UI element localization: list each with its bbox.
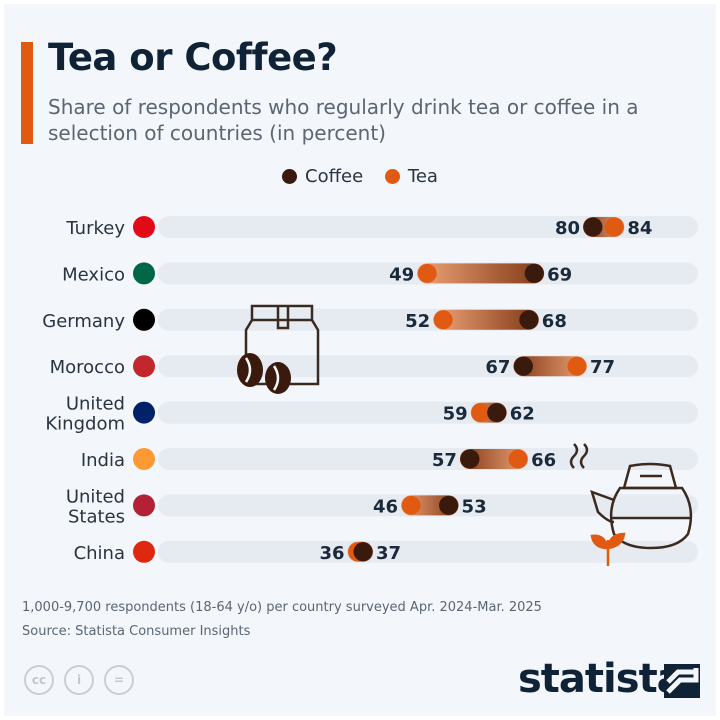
coffee-point: [583, 217, 603, 237]
value-label: 80: [555, 218, 580, 239]
statista-logo[interactable]: statista: [518, 656, 684, 702]
row-track: [158, 401, 698, 424]
range-bar: [433, 309, 539, 330]
row-track: [158, 308, 698, 331]
value-label: 53: [462, 496, 487, 517]
coffee-point: [519, 310, 539, 330]
value-label: 37: [376, 543, 401, 564]
tea-point: [604, 217, 624, 237]
range-bar: [513, 356, 587, 377]
range-bar: [417, 263, 545, 284]
value-label: 62: [510, 404, 535, 425]
coffee-point: [513, 356, 533, 376]
no-derivatives-icon[interactable]: =: [104, 665, 134, 695]
category-label: United: [66, 486, 125, 507]
value-label: 69: [547, 264, 572, 285]
legend: Coffee Tea: [0, 166, 720, 189]
coffee-point: [439, 495, 459, 515]
tea-point: [567, 356, 587, 376]
kettle-icon: [569, 443, 693, 566]
category-label: States: [68, 506, 125, 527]
tea-point: [471, 403, 491, 423]
row-track: [158, 540, 698, 563]
legend-label: Tea: [407, 166, 438, 187]
tea-point: [417, 263, 437, 283]
category-label: Morocco: [50, 357, 125, 378]
tea-dot-icon: [384, 169, 400, 184]
value-label: 84: [627, 218, 652, 239]
category-label: Turkey: [65, 218, 125, 239]
legend-tea: Tea: [384, 166, 438, 187]
row-track: [158, 216, 698, 238]
row-track: [158, 448, 698, 470]
chart-subtitle: Share of respondents who regularly drink…: [48, 95, 639, 145]
source-note: Source: Statista Consumer Insights: [22, 624, 251, 639]
statista-logo-mark: [664, 664, 700, 698]
value-label: 52: [405, 311, 430, 332]
value-label: 59: [443, 404, 468, 425]
value-label: 66: [531, 450, 556, 471]
coffee-dot-icon: [282, 169, 298, 184]
value-label: 57: [432, 450, 457, 471]
coffee-point: [460, 449, 480, 469]
coffee-point: [487, 403, 507, 423]
category-label: India: [81, 450, 125, 471]
tea-point: [433, 310, 453, 330]
accent-bar: [21, 42, 33, 144]
value-label: 46: [373, 496, 398, 517]
legend-coffee: Coffee: [282, 166, 363, 187]
legend-label: Coffee: [305, 166, 364, 187]
tea-point: [508, 449, 528, 469]
chart-title: Tea or Coffee?: [48, 36, 338, 79]
value-label: 68: [542, 311, 567, 332]
value-label: 49: [389, 264, 414, 285]
cc-icon[interactable]: cc: [24, 665, 54, 695]
value-label: 67: [485, 357, 510, 378]
category-label: China: [74, 543, 125, 564]
coffee-point: [524, 263, 544, 283]
survey-note: 1,000-9,700 respondents (18-64 y/o) per …: [22, 600, 542, 615]
coffee-point: [353, 542, 373, 562]
category-label: Germany: [42, 311, 125, 332]
tea-point: [401, 495, 421, 515]
coffee-bag-icon: [237, 304, 320, 394]
category-label: Kingdom: [45, 414, 125, 435]
attribution-icon[interactable]: i: [64, 665, 94, 695]
category-label: Mexico: [62, 264, 125, 285]
value-label: 36: [320, 543, 345, 564]
value-label: 77: [590, 357, 615, 378]
category-label: United: [66, 394, 125, 415]
